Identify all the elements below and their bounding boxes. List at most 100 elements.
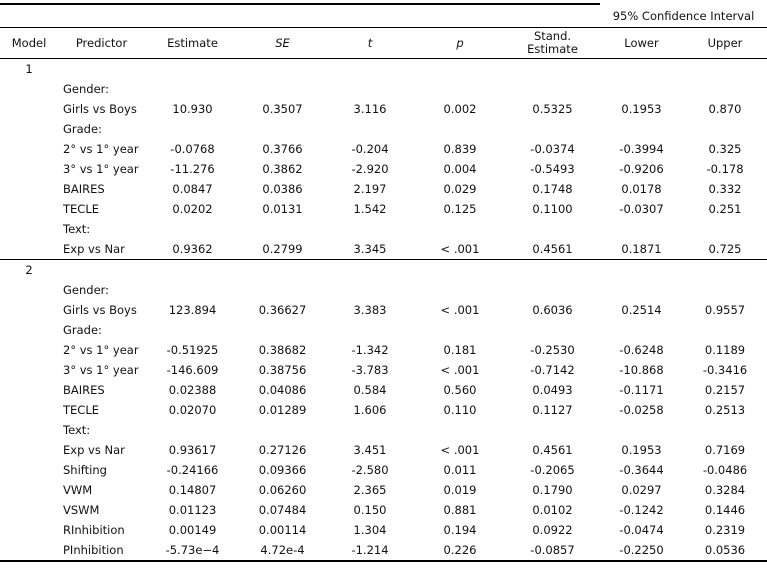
- value-cell: 1.304: [353, 523, 387, 537]
- value-cell: 0.3766: [262, 142, 303, 156]
- value-cell: 0.3862: [262, 162, 303, 176]
- data-row: TECLE 0.02070 0.01289 1.606 0.110 0.1127 -0.02…: [0, 400, 767, 420]
- value-cell: 0.36627: [258, 303, 307, 317]
- value-cell: -0.1171: [619, 383, 664, 397]
- value-cell: 0.110: [443, 403, 477, 417]
- value-cell: 0.2319: [704, 523, 746, 537]
- col-header-p: p: [415, 27, 505, 59]
- regression-results-table: 95% Confidence Interval Model Predictor …: [0, 3, 767, 562]
- predictor-cell: Gender:: [63, 283, 110, 297]
- value-cell: [325, 320, 415, 340]
- value-cell: 0.011: [443, 463, 477, 477]
- model-section-row: 2: [0, 260, 767, 281]
- value-cell: 0.0847: [172, 182, 213, 196]
- value-cell: [683, 260, 767, 281]
- value-cell: [240, 420, 325, 440]
- predictor-cell: 2° vs 1° year: [63, 142, 139, 156]
- value-cell: 0.1748: [532, 182, 573, 196]
- value-cell: 0.3284: [704, 483, 746, 497]
- col-header-model: Model: [0, 27, 58, 59]
- value-cell: [600, 219, 683, 239]
- model-cell: 2: [25, 263, 33, 277]
- value-cell: [683, 280, 767, 300]
- predictor-cell: Gender:: [63, 82, 110, 96]
- value-cell: [415, 420, 505, 440]
- value-cell: [415, 320, 505, 340]
- value-cell: -2.920: [351, 162, 389, 176]
- value-cell: -0.2250: [619, 543, 664, 557]
- value-cell: -3.783: [351, 363, 389, 377]
- value-cell: [325, 260, 415, 281]
- value-cell: [683, 420, 767, 440]
- value-cell: [683, 79, 767, 99]
- value-cell: [240, 79, 325, 99]
- predictor-cell: Shifting: [63, 463, 107, 477]
- model-cell: [0, 540, 58, 561]
- predictor-cell: Exp vs Nar: [63, 443, 125, 457]
- value-cell: [415, 119, 505, 139]
- model-cell: [0, 420, 58, 440]
- predictor-cell: VWM: [63, 483, 93, 497]
- value-cell: 0.04086: [258, 383, 307, 397]
- value-cell: 0.4561: [532, 443, 573, 457]
- value-cell: -0.0307: [619, 202, 664, 216]
- value-cell: 0.93617: [168, 443, 217, 457]
- value-cell: 0.1790: [532, 483, 573, 497]
- value-cell: [240, 260, 325, 281]
- value-cell: [415, 59, 505, 80]
- data-row: Shifting -0.24166 0.09366 -2.580 0.011 -0.206…: [0, 460, 767, 480]
- value-cell: 0.019: [443, 483, 477, 497]
- value-cell: 0.029: [443, 182, 477, 196]
- predictor-group-row: Text:: [0, 420, 767, 440]
- col-header-lower: Lower: [600, 27, 683, 59]
- value-cell: 0.194: [443, 523, 477, 537]
- value-cell: [240, 280, 325, 300]
- value-cell: 1.606: [353, 403, 387, 417]
- model-cell: [0, 159, 58, 179]
- value-cell: 0.1127: [532, 403, 573, 417]
- model-cell: [0, 340, 58, 360]
- value-cell: 0.0178: [621, 182, 662, 196]
- value-cell: [683, 119, 767, 139]
- value-cell: [505, 219, 600, 239]
- predictor-cell: BAIRES: [63, 383, 105, 397]
- value-cell: 3.345: [325, 239, 415, 260]
- value-cell: -146.609: [166, 363, 219, 377]
- value-cell: [415, 219, 505, 239]
- model-cell: [0, 139, 58, 159]
- col-header-stand-estimate: Stand. Estimate: [505, 27, 600, 59]
- data-row: VSWM 0.01123 0.07484 0.150 0.881 0.0102 -0.124…: [0, 500, 767, 520]
- value-cell: [600, 59, 683, 80]
- value-cell: -0.7142: [530, 363, 575, 377]
- value-cell: [600, 420, 683, 440]
- value-cell: 0.0131: [262, 202, 303, 216]
- value-cell: 0.0922: [532, 523, 573, 537]
- model-cell: [0, 460, 58, 480]
- predictor-cell: Text:: [63, 222, 91, 236]
- value-cell: [505, 320, 600, 340]
- value-cell: -0.204: [351, 142, 389, 156]
- model-cell: [0, 119, 58, 139]
- value-cell: [600, 320, 683, 340]
- data-row: 2° vs 1° year -0.0768 0.3766 -0.204 0.839 -0.…: [0, 139, 767, 159]
- value-cell: 0.7169: [704, 443, 746, 457]
- model-cell: [0, 199, 58, 219]
- model-cell: [0, 179, 58, 199]
- predictor-cell: BAIRES: [63, 182, 105, 196]
- value-cell: -0.0474: [619, 523, 664, 537]
- value-cell: [600, 79, 683, 99]
- predictor-cell: TECLE: [63, 202, 99, 216]
- value-cell: [325, 59, 415, 80]
- value-cell: 0.332: [708, 182, 742, 196]
- value-cell: 0.09366: [258, 463, 307, 477]
- value-cell: 0.1100: [532, 202, 573, 216]
- value-cell: 0.004: [443, 162, 477, 176]
- value-cell: 0.002: [443, 102, 477, 116]
- value-cell: -0.178: [706, 162, 744, 176]
- predictor-cell: PInhibition: [63, 543, 124, 557]
- value-cell: [600, 280, 683, 300]
- value-cell: [145, 420, 240, 440]
- value-cell: [325, 119, 415, 139]
- value-cell: [683, 320, 767, 340]
